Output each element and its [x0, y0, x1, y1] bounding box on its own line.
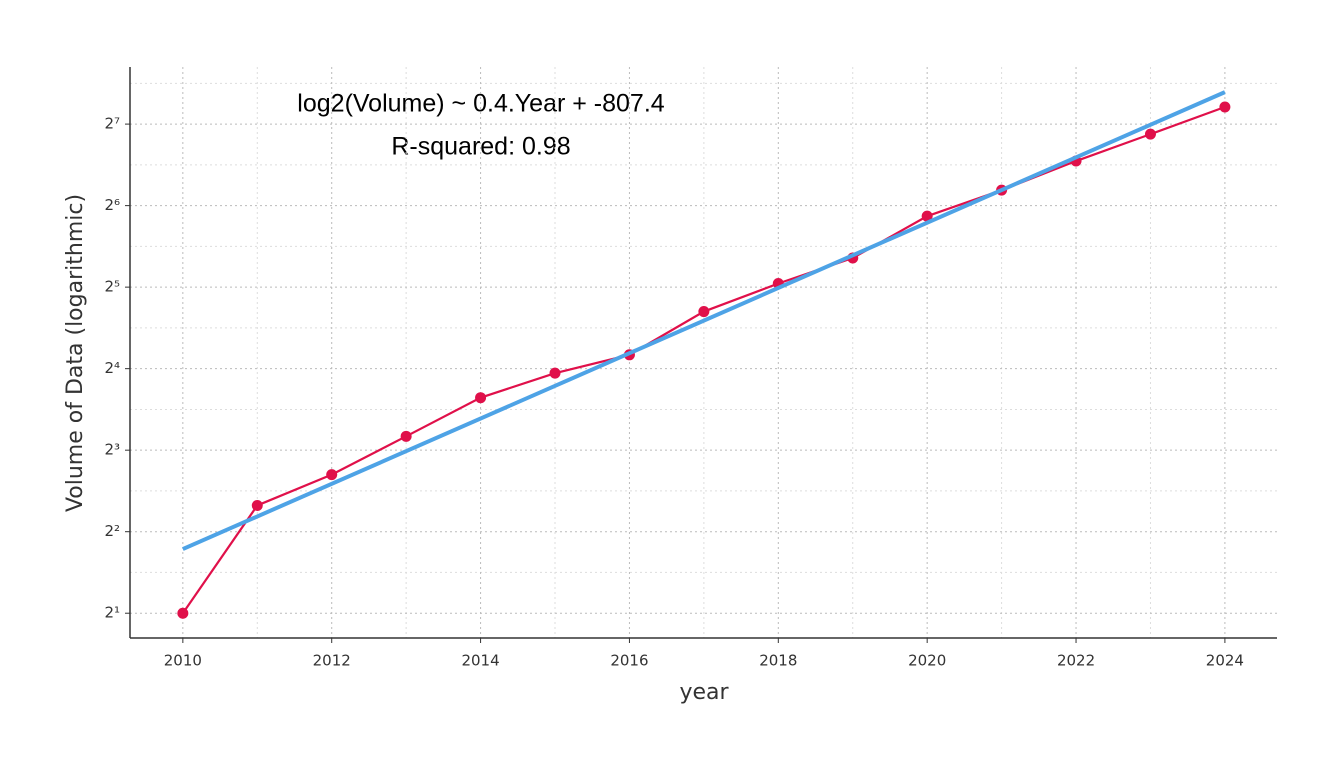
- point: [251, 499, 263, 511]
- y-tick-label: 2⁵: [104, 278, 120, 296]
- point: [1219, 101, 1231, 113]
- y-tick-label: 2⁶: [104, 196, 120, 214]
- x-tick-label: 2016: [610, 652, 648, 670]
- y-tick-label: 2³: [104, 441, 120, 459]
- x-tick-label: 2012: [313, 652, 351, 670]
- point: [549, 367, 561, 379]
- x-axis-title: year: [679, 680, 729, 705]
- y-tick-label: 2⁷: [104, 115, 120, 133]
- point: [921, 210, 933, 222]
- x-tick-label: 2020: [908, 652, 946, 670]
- x-tick-label: 2018: [759, 652, 797, 670]
- x-tick-label: 2010: [164, 652, 202, 670]
- point: [475, 392, 487, 404]
- trend-line: [182, 90, 1226, 551]
- y-axis-title: Volume of Data (logarithmic): [63, 194, 88, 512]
- point: [326, 469, 338, 481]
- x-tick-label: 2022: [1057, 652, 1095, 670]
- x-tick-label: 2014: [461, 652, 499, 670]
- point: [698, 306, 710, 318]
- y-tick-label: 2¹: [104, 604, 120, 622]
- annotation: R-squared: 0.98: [391, 133, 570, 161]
- y-tick-label: 2²: [104, 522, 120, 540]
- y-tick-label: 2⁴: [104, 359, 120, 377]
- point: [1144, 128, 1156, 140]
- point: [400, 430, 412, 442]
- point: [177, 607, 189, 619]
- x-tick-label: 2024: [1206, 652, 1244, 670]
